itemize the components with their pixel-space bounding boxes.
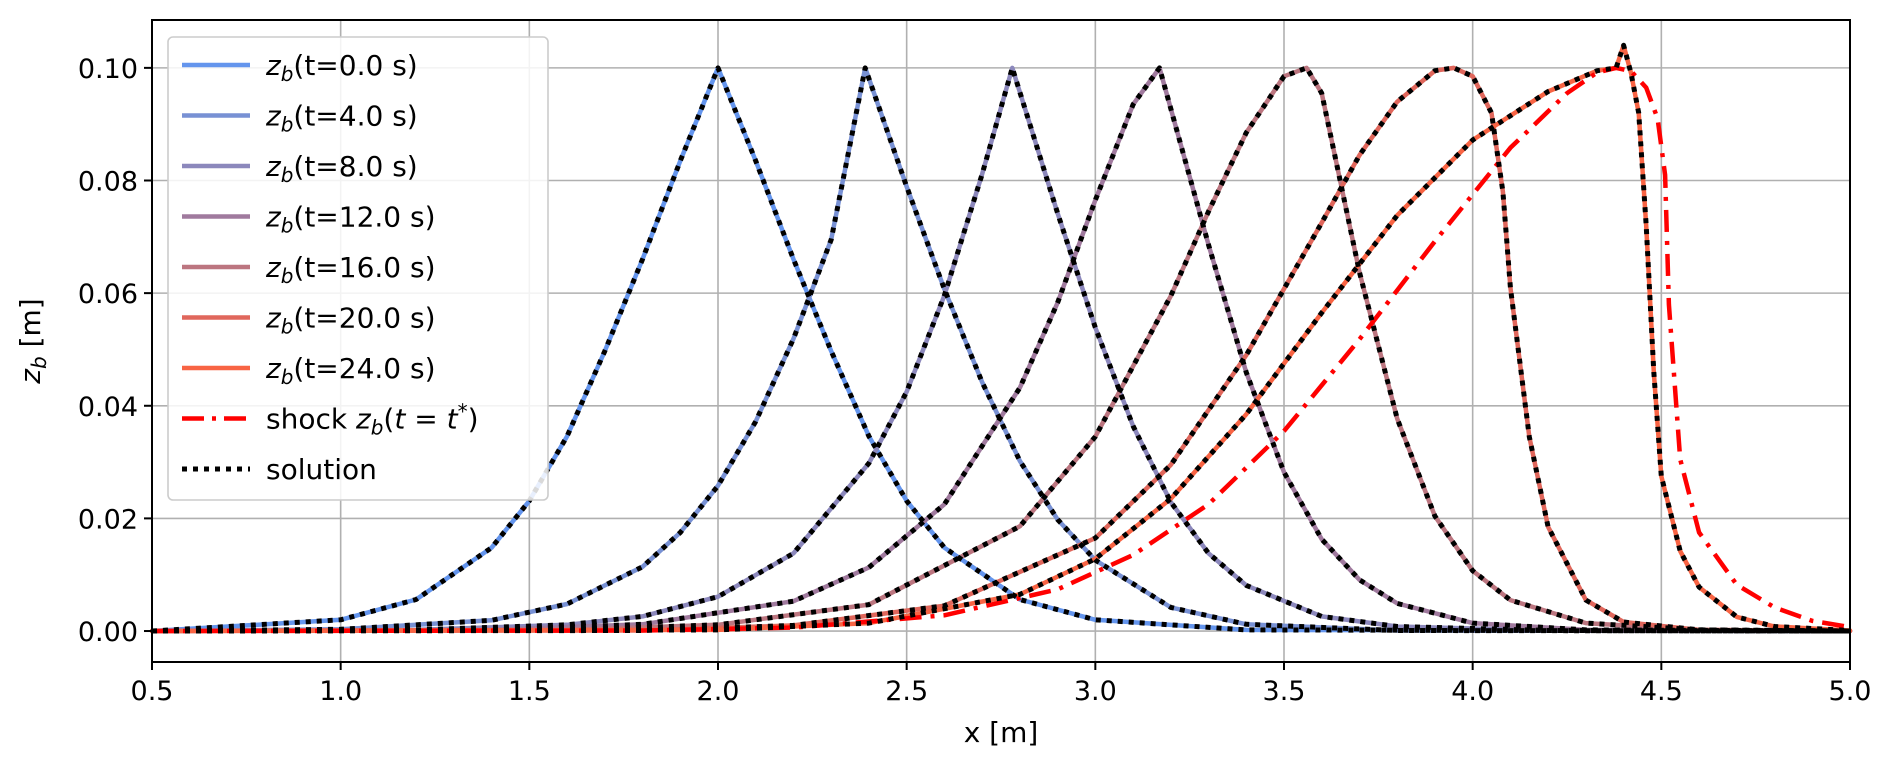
- legend-label-0: zb(t=0.0 s): [265, 49, 418, 86]
- legend-label-6: zb(t=24.0 s): [265, 352, 436, 389]
- series-line-7: [151, 65, 1851, 634]
- x-tick-label: 3.0: [1074, 676, 1117, 707]
- plot-frame: [151, 19, 1851, 663]
- legend-label-2: zb(t=8.0 s): [265, 150, 418, 187]
- solution-line-2: [151, 65, 1851, 634]
- legend-label-3: zb(t=12.0 s): [265, 201, 436, 238]
- solution-line-5: [151, 65, 1851, 634]
- legend-label-8: solution: [266, 453, 377, 486]
- y-tick-label: 0.04: [78, 392, 138, 423]
- y-tick-label: 0.10: [78, 54, 138, 85]
- series-line-0: [149, 65, 1853, 634]
- x-tick-label: 3.5: [1263, 676, 1306, 707]
- legend: zb(t=0.0 s) zb(t=4.0 s) zb(t=8.0 s) zb(t=12…: [167, 36, 549, 501]
- x-tick-label: 2.5: [885, 676, 928, 707]
- solution-layer: [151, 42, 1851, 634]
- x-tick-label: 4.5: [1640, 676, 1683, 707]
- x-tick-label: 2.0: [697, 676, 740, 707]
- legend-box: [167, 36, 549, 501]
- y-tick-label: 0.02: [78, 504, 138, 535]
- series-line-4: [149, 65, 1853, 634]
- x-tick-label: 1.5: [508, 676, 551, 707]
- legend-label-1: zb(t=4.0 s): [265, 100, 418, 137]
- y-tick-label: 0.08: [78, 167, 138, 198]
- legend-label-5: zb(t=20.0 s): [265, 302, 436, 339]
- x-tick-label: 5.0: [1829, 676, 1872, 707]
- x-axis-label: x [m]: [964, 716, 1039, 749]
- y-tick-label: 0.06: [78, 279, 138, 310]
- y-axis-label: zb [m]: [14, 298, 51, 384]
- y-tick-label: 0.00: [78, 617, 138, 648]
- x-tick-label: 4.0: [1451, 676, 1494, 707]
- solution-line-1: [151, 65, 1851, 634]
- x-tick-label: 1.0: [319, 676, 362, 707]
- x-tick-label: 0.5: [131, 676, 174, 707]
- solution-line-3: [151, 65, 1851, 634]
- solution-line-6: [151, 42, 1851, 634]
- legend-label-4: zb(t=16.0 s): [265, 251, 436, 288]
- ticks: 0.5 1.0 1.5 2.0 2.5 3.0 3.5 4.0 4.5 5.0 0.00 0.02 0.…: [78, 54, 1872, 707]
